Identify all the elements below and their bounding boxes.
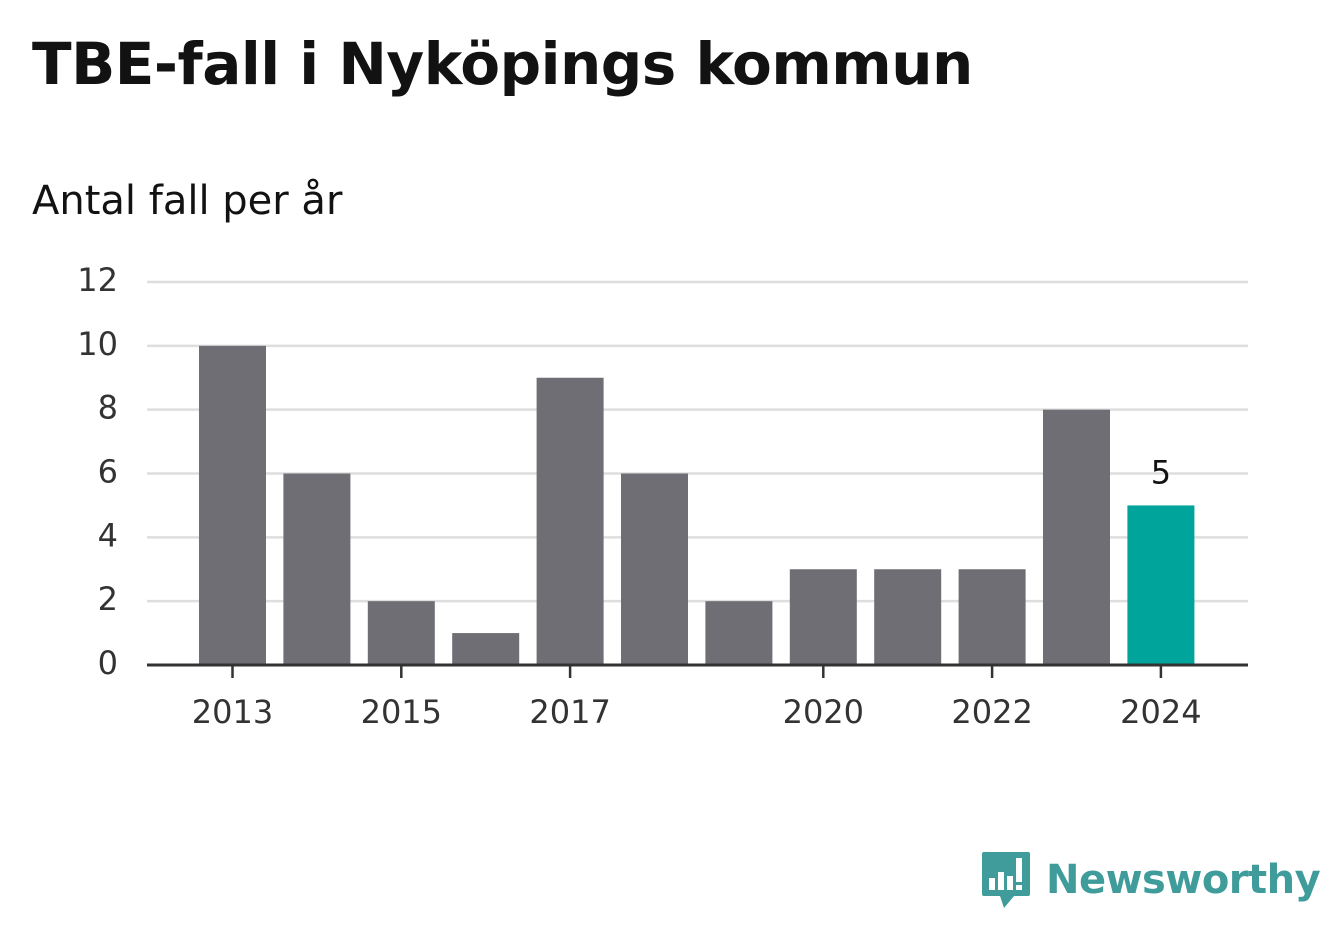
bar (958, 569, 1026, 665)
bar (1043, 409, 1110, 665)
chart-subtitle: Antal fall per år (32, 178, 343, 224)
x-tick-label: 2017 (529, 693, 610, 731)
data-label: 5 (1151, 453, 1171, 491)
bar (452, 633, 520, 665)
bar (199, 345, 266, 665)
bar (536, 377, 604, 665)
bar (874, 569, 942, 665)
y-tick-label: 10 (77, 325, 118, 363)
bar (283, 473, 351, 665)
x-tick-label: 2020 (783, 693, 864, 731)
bar (367, 601, 435, 665)
brand-logo: Newsworthy (980, 850, 1321, 910)
bar-highlight (1127, 505, 1195, 665)
y-tick-label: 12 (77, 261, 118, 299)
bar (789, 569, 857, 665)
newsworthy-chart-icon (982, 852, 1030, 908)
bar-chart: 0 2 4 6 8 10 12 5 2013 2015 2017 2020 2022 2024 (77, 261, 1248, 731)
x-tick-label: 2024 (1120, 693, 1201, 731)
x-tick-label: 2015 (361, 693, 442, 731)
x-tick-label: 2013 (192, 693, 273, 731)
y-tick-label: 8 (98, 389, 118, 427)
bar (621, 473, 688, 665)
y-tick-label: 0 (98, 644, 118, 682)
y-tick-label: 2 (98, 580, 118, 618)
chart-title: TBE-fall i Nyköpings kommun (32, 30, 973, 98)
brand-name: Newsworthy (1046, 857, 1321, 903)
x-tick-label: 2022 (951, 693, 1032, 731)
y-tick-label: 4 (98, 516, 118, 554)
y-tick-label: 6 (98, 453, 118, 491)
bar (705, 601, 773, 665)
